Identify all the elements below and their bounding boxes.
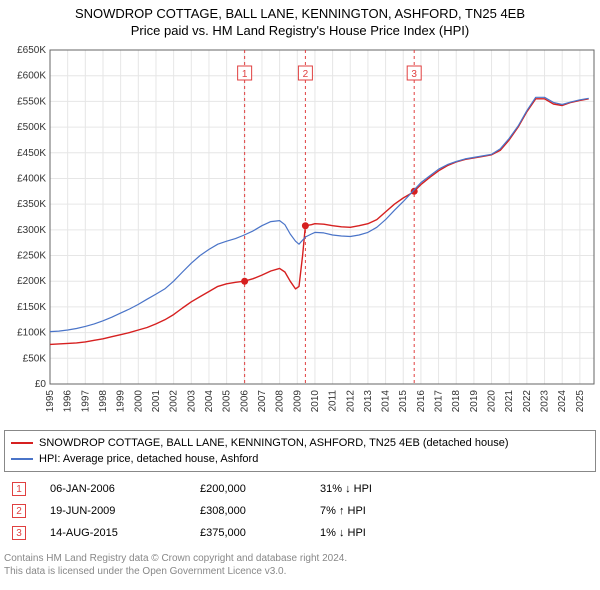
svg-text:2024: 2024 (557, 390, 568, 413)
title-line-1: SNOWDROP COTTAGE, BALL LANE, KENNINGTON,… (4, 6, 596, 21)
svg-text:1995: 1995 (45, 390, 56, 413)
legend-swatch (11, 458, 33, 460)
svg-text:1999: 1999 (116, 390, 127, 413)
chart-area: £0 £50K £100K £150K £200K £250K £300K £350K £400… (4, 44, 596, 424)
events-table: 106-JAN-2006£200,00031% ↓ HPI219-JUN-200… (4, 478, 596, 544)
legend-swatch (11, 442, 33, 444)
legend-row: SNOWDROP COTTAGE, BALL LANE, KENNINGTON,… (11, 435, 589, 451)
svg-text:1996: 1996 (63, 390, 74, 413)
svg-text:£200K: £200K (17, 276, 46, 287)
event-diff: 7% ↑ HPI (320, 505, 440, 517)
svg-text:2000: 2000 (133, 390, 144, 413)
svg-text:£150K: £150K (17, 302, 46, 313)
svg-text:2012: 2012 (345, 390, 356, 413)
svg-text:2007: 2007 (257, 390, 268, 413)
svg-text:£400K: £400K (17, 173, 46, 184)
svg-text:£250K: £250K (17, 251, 46, 262)
svg-text:2005: 2005 (222, 390, 233, 413)
svg-text:2025: 2025 (575, 390, 586, 413)
footer-line-1: Contains HM Land Registry data © Crown c… (4, 552, 596, 565)
svg-text:2019: 2019 (469, 390, 480, 413)
legend-label: HPI: Average price, detached house, Ashf… (39, 453, 258, 465)
svg-text:3: 3 (411, 69, 417, 80)
svg-text:2013: 2013 (363, 390, 374, 413)
event-marker: 1 (12, 482, 26, 496)
footer-line-2: This data is licensed under the Open Gov… (4, 565, 596, 578)
svg-text:2017: 2017 (434, 390, 445, 413)
title-line-2: Price paid vs. HM Land Registry's House … (4, 23, 596, 38)
legend-label: SNOWDROP COTTAGE, BALL LANE, KENNINGTON,… (39, 437, 508, 449)
svg-text:£50K: £50K (23, 353, 47, 364)
event-date: 19-JUN-2009 (50, 505, 200, 517)
svg-text:2022: 2022 (522, 390, 533, 413)
svg-text:2023: 2023 (540, 390, 551, 413)
svg-text:£650K: £650K (17, 45, 46, 56)
svg-text:2002: 2002 (169, 390, 180, 413)
svg-text:2009: 2009 (292, 390, 303, 413)
event-diff: 1% ↓ HPI (320, 527, 440, 539)
svg-text:1997: 1997 (80, 390, 91, 413)
event-price: £200,000 (200, 483, 320, 495)
svg-text:2006: 2006 (239, 390, 250, 413)
legend-row: HPI: Average price, detached house, Ashf… (11, 451, 589, 467)
svg-text:2008: 2008 (275, 390, 286, 413)
svg-text:2003: 2003 (186, 390, 197, 413)
event-row: 2 19-JUN-2009£308,0007% ↑ HPI (4, 500, 596, 522)
svg-text:£550K: £550K (17, 96, 46, 107)
svg-text:2020: 2020 (487, 390, 498, 413)
svg-text:2018: 2018 (451, 390, 462, 413)
svg-text:2004: 2004 (204, 390, 215, 413)
event-date: 14-AUG-2015 (50, 527, 200, 539)
svg-text:2001: 2001 (151, 390, 162, 413)
svg-text:1998: 1998 (98, 390, 109, 413)
event-marker: 3 (12, 526, 26, 540)
svg-text:2021: 2021 (504, 390, 515, 413)
svg-text:£350K: £350K (17, 199, 46, 210)
event-row: 3 14-AUG-2015£375,0001% ↓ HPI (4, 522, 596, 544)
line-chart-svg: £0 £50K £100K £150K £200K £250K £300K £350K £400… (4, 44, 596, 424)
svg-text:2: 2 (303, 69, 309, 80)
event-marker: 2 (12, 504, 26, 518)
svg-text:£450K: £450K (17, 148, 46, 159)
svg-text:£100K: £100K (17, 328, 46, 339)
event-date: 06-JAN-2006 (50, 483, 200, 495)
svg-text:£500K: £500K (17, 122, 46, 133)
event-price: £308,000 (200, 505, 320, 517)
event-diff: 31% ↓ HPI (320, 483, 440, 495)
footer-attribution: Contains HM Land Registry data © Crown c… (4, 552, 596, 578)
svg-text:£300K: £300K (17, 225, 46, 236)
legend-box: SNOWDROP COTTAGE, BALL LANE, KENNINGTON,… (4, 430, 596, 472)
event-price: £375,000 (200, 527, 320, 539)
svg-text:2014: 2014 (381, 390, 392, 413)
svg-text:2015: 2015 (398, 390, 409, 413)
svg-text:2016: 2016 (416, 390, 427, 413)
svg-text:£600K: £600K (17, 71, 46, 82)
svg-text:2010: 2010 (310, 390, 321, 413)
svg-text:2011: 2011 (328, 390, 339, 412)
title-block: SNOWDROP COTTAGE, BALL LANE, KENNINGTON,… (4, 6, 596, 38)
event-row: 1 06-JAN-2006£200,00031% ↓ HPI (4, 478, 596, 500)
svg-text:1: 1 (242, 69, 248, 80)
chart-container: SNOWDROP COTTAGE, BALL LANE, KENNINGTON,… (0, 0, 600, 582)
svg-text:£0: £0 (35, 379, 47, 390)
